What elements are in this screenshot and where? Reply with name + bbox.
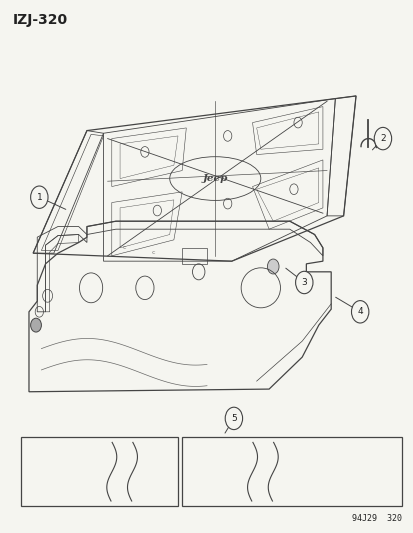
Text: 1: 1 xyxy=(36,193,42,201)
Circle shape xyxy=(31,186,48,208)
Circle shape xyxy=(267,259,278,274)
Circle shape xyxy=(31,318,41,332)
Text: 3: 3 xyxy=(301,278,306,287)
Circle shape xyxy=(351,301,368,323)
Circle shape xyxy=(373,127,391,150)
Text: Jeep: Jeep xyxy=(202,174,228,183)
Text: IZJ-320: IZJ-320 xyxy=(12,13,67,27)
Text: 2: 2 xyxy=(379,134,385,143)
Circle shape xyxy=(295,271,312,294)
Text: 4: 4 xyxy=(356,308,362,316)
Text: 5: 5 xyxy=(230,414,236,423)
Text: c: c xyxy=(122,245,126,251)
Circle shape xyxy=(225,407,242,430)
Text: c: c xyxy=(151,249,154,255)
Text: 94J29  320: 94J29 320 xyxy=(351,514,401,523)
